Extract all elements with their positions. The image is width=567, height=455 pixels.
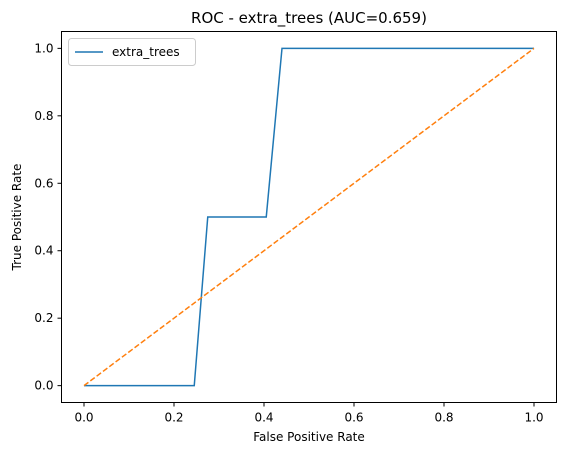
x-tick-label: 0.6 bbox=[344, 411, 363, 425]
x-tick-label: 0.4 bbox=[254, 411, 273, 425]
y-tick-label: 0.4 bbox=[34, 244, 53, 258]
plot-frame bbox=[61, 31, 557, 403]
y-tick-label: 1.0 bbox=[34, 41, 53, 55]
x-axis-ticks: 0.0 0.2 0.4 0.6 0.8 1.0 bbox=[74, 402, 544, 425]
series-line-diagonal bbox=[83, 47, 535, 387]
legend-label: extra_trees bbox=[112, 45, 180, 59]
legend-box bbox=[68, 38, 196, 66]
y-tick-label: 0.6 bbox=[34, 176, 53, 190]
x-tick-label: 0.8 bbox=[434, 411, 453, 425]
series-layer bbox=[83, 47, 535, 387]
y-tick-label: 0.8 bbox=[34, 109, 53, 123]
x-tick-label: 0.2 bbox=[164, 411, 183, 425]
chart-title: ROC - extra_trees (AUC=0.659) bbox=[191, 9, 427, 28]
y-axis-label: True Positive Rate bbox=[10, 164, 24, 272]
y-tick-label: 0.2 bbox=[34, 311, 53, 325]
x-tick-label: 0.0 bbox=[74, 411, 93, 425]
x-tick-label: 1.0 bbox=[524, 411, 543, 425]
y-axis-ticks: 0.0 0.2 0.4 0.6 0.8 1.0 bbox=[34, 41, 62, 393]
legend: extra_trees bbox=[68, 38, 196, 66]
y-tick-label: 0.0 bbox=[34, 379, 53, 393]
series-line-extra-trees bbox=[84, 47, 534, 387]
x-axis-label: False Positive Rate bbox=[253, 430, 365, 444]
